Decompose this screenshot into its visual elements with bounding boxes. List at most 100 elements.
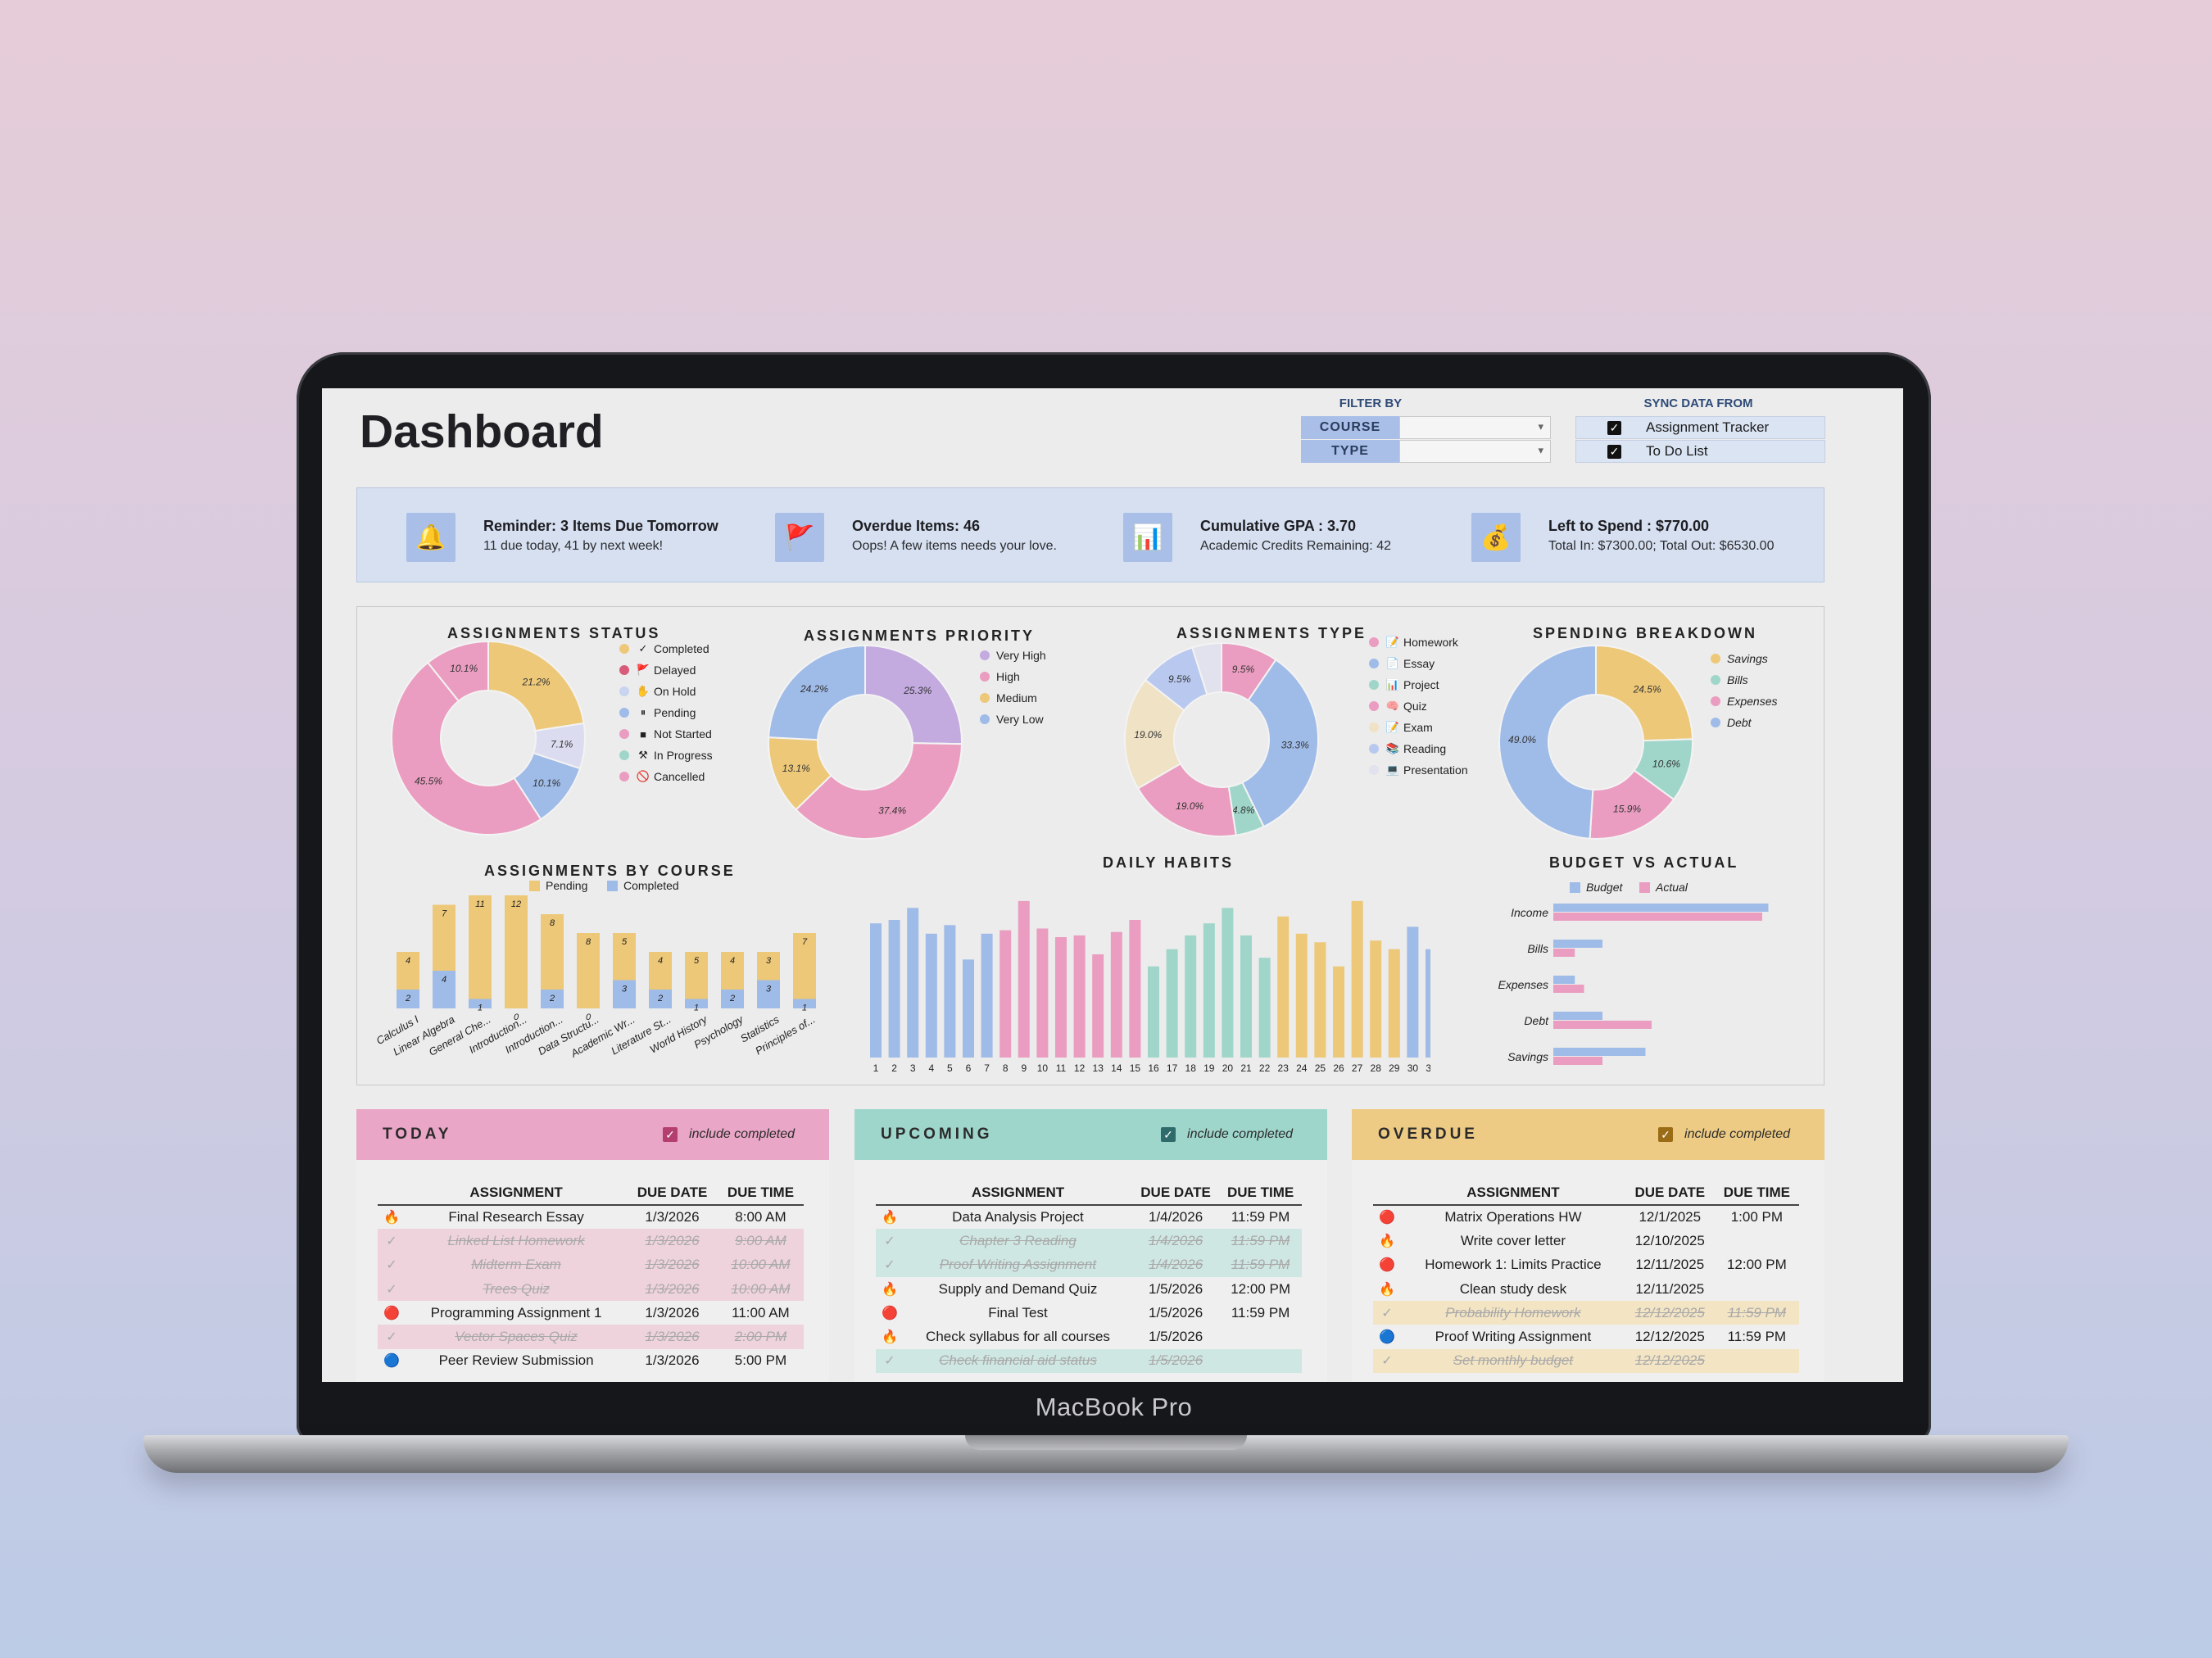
habit-bar [1407,926,1419,1058]
legend-dot [1369,659,1379,668]
legend-dot [1369,701,1379,711]
filter-type-dropdown[interactable] [1399,440,1551,463]
upcoming-include-completed[interactable]: ✓ include completed [1161,1127,1293,1142]
slice-label: 45.5% [415,776,442,787]
table-row[interactable]: 🔴 Homework 1: Limits Practice 12/11/2025 12… [1373,1253,1799,1277]
table-row[interactable]: ✓ Set monthly budget 12/12/2025 [1373,1348,1799,1374]
legend-dot [619,665,629,675]
due-time: 11:00 AM [732,1304,790,1321]
status-icon: 🔴 [1379,1258,1395,1273]
x-tick-label: 1 [873,1062,879,1074]
bar-actual [1553,949,1575,957]
legend-swatch [1570,882,1580,893]
legend-glyph-icon: ⏸ [640,706,646,718]
spending-donut-chart: 24.5% 10.6% 15.9% 49.0% [1498,644,1693,840]
legend-dot [1711,654,1720,664]
table-row[interactable]: 🔴 Programming Assignment 1 1/3/2026 11:00 A… [378,1301,804,1325]
legend-label: Savings [1727,652,1768,665]
today-include-label: include completed [689,1127,795,1141]
gpa-subtitle: Academic Credits Remaining: 42 [1200,539,1391,553]
assignment-name: Check financial aid status [904,1348,1132,1374]
bar-chart-icon: 📊 [1123,513,1172,562]
legend-dot [980,714,990,724]
bar-actual [1553,1057,1602,1065]
overdue-title: OVERDUE [1378,1126,1478,1143]
pie-slice-presentation [1190,641,1222,695]
slice-label: 10.1% [533,777,560,789]
overdue-table: ASSIGNMENT DUE DATE DUE TIME 🔴 Matrix Ope… [1373,1181,1799,1374]
table-row[interactable]: ✓ Probability Homework 12/12/2025 11:59 PM [1373,1301,1799,1325]
assignment-name: Set monthly budget [1401,1348,1625,1374]
table-row[interactable]: 🔵 Proof Writing Assignment 12/12/2025 11:59… [1373,1325,1799,1348]
table-row[interactable]: 🔥 Clean study desk 12/11/2025 [1373,1277,1799,1301]
table-row[interactable]: ✓ Vector Spaces Quiz 1/3/2026 2:00 PM [378,1325,804,1349]
table-row[interactable]: ✓ Linked List Homework 1/3/2026 9:00 AM [378,1229,804,1253]
bar-completed [433,971,456,1008]
table-row[interactable]: 🔵 Peer Review Submission 1/3/2026 5:00 PM [378,1349,804,1373]
table-row[interactable]: 🔴 Final Test 1/5/2026 11:59 PM [876,1301,1302,1325]
sync-todo-list-checkbox[interactable]: ✓ [1607,444,1621,459]
bar-budget [1553,1012,1602,1020]
priority-chart-title: ASSIGNMENTS PRIORITY [804,627,1036,644]
today-include-checkbox[interactable]: ✓ [663,1127,678,1142]
overdue-include-checkbox[interactable]: ✓ [1658,1127,1674,1142]
reminder-subtitle: 11 due today, 41 by next week! [483,539,664,553]
legend-label: Very Low [996,713,1044,726]
slice-label: 21.2% [522,677,551,688]
x-tick-label: 13 [1093,1062,1104,1074]
budget-bar-chart: Budget Actual Income Bills Expenses Debt Savin… [1498,881,1769,1065]
budget-card: 💰 Left to Spend : $770.00 Total In: $730… [1471,513,1774,562]
table-row[interactable]: 🔥 Check syllabus for all courses 1/5/2026 [876,1325,1302,1348]
pie-slice-completed [487,640,585,732]
table-row[interactable]: ✓ Midterm Exam 1/3/2026 10:00 AM [378,1253,804,1277]
status-icon: 🔴 [1379,1211,1395,1225]
table-row[interactable]: 🔴 Matrix Operations HW 12/1/2025 1:00 PM [1373,1205,1799,1229]
upcoming-include-checkbox[interactable]: ✓ [1161,1127,1176,1142]
table-row[interactable]: 🔥 Final Research Essay 1/3/2026 8:00 AM [378,1205,804,1229]
due-date: 1/3/2026 [645,1209,700,1225]
due-time: 9:00 AM [717,1229,804,1253]
overdue-include-completed[interactable]: ✓ include completed [1658,1127,1790,1142]
bar-budget [1553,1048,1646,1056]
table-row[interactable]: 🔥 Data Analysis Project 1/4/2026 11:59 PM [876,1205,1302,1229]
table-row[interactable]: 🔥 Write cover letter 12/10/2025 [1373,1229,1799,1253]
legend-label: Not Started [654,727,712,741]
status-icon: ✓ [876,1348,904,1374]
table-row[interactable]: ✓ Trees Quiz 1/3/2026 10:00 AM [378,1276,804,1302]
x-tick-label: 17 [1167,1062,1178,1074]
legend-dot [619,686,629,696]
today-body: ASSIGNMENT DUE DATE DUE TIME 🔥 Final Rese… [356,1160,829,1382]
table-row[interactable]: 🔥 Supply and Demand Quiz 1/5/2026 12:00 PM [876,1277,1302,1301]
sync-assignment-tracker-checkbox[interactable]: ✓ [1607,420,1621,435]
table-row[interactable]: ✓ Chapter 3 Reading 1/4/2026 11:59 PM [876,1229,1302,1253]
bar-value-label: 0 [514,1012,519,1022]
bar-actual [1553,1021,1652,1029]
budget-title: Left to Spend : $770.00 [1548,518,1710,534]
bar-value-label: 5 [622,937,628,947]
legend-item: ⚒ In Progress [619,745,713,766]
today-include-completed[interactable]: ✓ include completed [663,1127,795,1142]
gpa-card: 📊 Cumulative GPA : 3.70 Academic Credits… [1123,513,1391,562]
filter-course-dropdown[interactable] [1399,416,1551,439]
legend-item: 📚 Reading [1369,738,1468,759]
habit-bar [1333,966,1344,1058]
status-icon: 🔥 [882,1211,898,1225]
due-time: 2:00 PM [717,1325,804,1349]
type-chart-title: ASSIGNMENTS TYPE [1176,625,1367,641]
legend-label: In Progress [654,749,713,762]
status-icon: ✓ [876,1229,904,1253]
legend-label: Bills [1727,673,1748,686]
due-date: 1/3/2026 [627,1253,718,1277]
legend-label: Reading [1403,742,1447,755]
assignment-name: Trees Quiz [406,1276,628,1302]
slice-label: 7.1% [551,739,573,750]
legend-dot [980,693,990,703]
due-time: 11:59 PM [1231,1304,1290,1321]
bar-pending [721,952,744,990]
bar-value-label: 1 [478,1003,483,1013]
filter-course: COURSE [1301,416,1551,439]
table-row[interactable]: ✓ Proof Writing Assignment 1/4/2026 11:59 P… [876,1253,1302,1277]
table-row[interactable]: ✓ Check financial aid status 1/5/2026 [876,1348,1302,1374]
due-date: 12/12/2025 [1625,1301,1715,1325]
